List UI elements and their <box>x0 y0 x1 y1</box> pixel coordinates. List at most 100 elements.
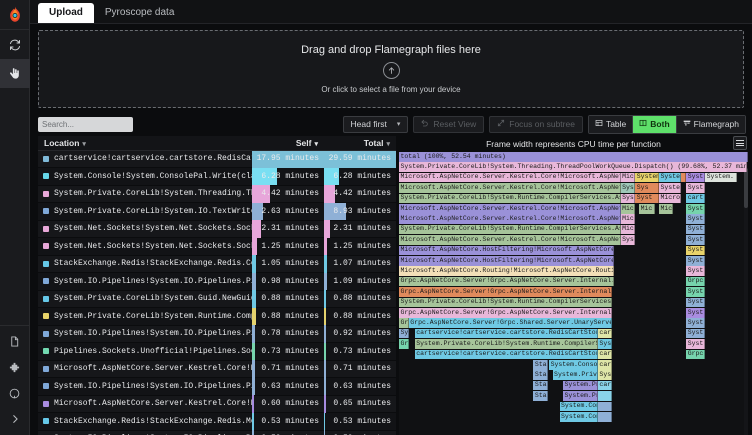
flamegraph-frame[interactable]: Grpc.AspNetCore.Server!Grpc.AspNetCore.S… <box>399 276 614 287</box>
flamegraph-frame[interactable]: Sys <box>620 193 636 204</box>
flamegraph-frame[interactable]: Microsoft.AspNetCore.HostFiltering!Micro… <box>399 245 614 256</box>
flamegraph-frame[interactable]: Syst <box>686 214 706 224</box>
hamburger-menu-icon[interactable] <box>733 136 747 150</box>
flamegraph-frame[interactable]: Grpc <box>686 276 706 287</box>
table-row[interactable]: System.Net.Sockets!System.Net.Sockets.So… <box>38 220 396 239</box>
flamegraph-scrollbar-thumb[interactable] <box>744 168 748 208</box>
flamegraph-frame[interactable]: Microsoft.AspNetCore.Routing!Microsoft.A… <box>399 266 614 276</box>
flamegraph-frame[interactable]: car <box>597 360 612 370</box>
flamegraph-frame[interactable]: Syst <box>686 266 706 276</box>
search-input[interactable] <box>38 116 133 132</box>
table-row[interactable]: System.Private.CoreLib!System.Runtime.Co… <box>38 307 396 326</box>
flamegraph-frame[interactable]: cart <box>686 193 706 204</box>
flamegraph-scrollbar[interactable] <box>744 168 748 435</box>
flamegraph-frame[interactable]: Mic <box>639 204 655 214</box>
flamegraph-frame[interactable]: Grpc <box>399 339 409 349</box>
table-row[interactable]: System.Net.Sockets!System.Net.Sockets.So… <box>38 237 396 256</box>
focus-on-subtree-button[interactable]: Focus on subtree <box>489 115 583 133</box>
flamegraph-frame[interactable]: Microsoft.AspNetCore.Server.Kestrel.Core… <box>399 183 621 193</box>
sidebar-expand-toggle[interactable] <box>0 406 30 432</box>
flamegraph-frame[interactable]: Sys <box>597 339 612 349</box>
view-mode-table[interactable]: Table <box>588 115 634 133</box>
flamegraph-frame[interactable]: Mic <box>620 224 636 235</box>
table-row[interactable]: cartservice!cartservice.cartstore.RedisC… <box>38 150 396 169</box>
flamegraph-frame[interactable]: car <box>597 328 612 339</box>
flamegraph-frame[interactable]: Microsoft.AspNetCore.Server.Kestrel.Core… <box>399 214 621 224</box>
flamegraph-frame[interactable]: Sta <box>533 380 549 391</box>
view-mode-both[interactable]: Both <box>633 115 677 133</box>
sidebar-item-grafana-plugin[interactable] <box>0 354 30 380</box>
column-header-self[interactable]: Self ▾ <box>252 138 324 148</box>
flamegraph-frame[interactable]: Syst <box>686 308 706 318</box>
table-body[interactable]: cartservice!cartservice.cartstore.RedisC… <box>38 150 396 435</box>
table-row[interactable]: System.IO.Pipelines!System.IO.Pipelines.… <box>38 377 396 396</box>
flamegraph-frame[interactable]: Syst <box>686 256 706 266</box>
file-dropzone[interactable]: Drag and drop Flamegraph files here Or c… <box>38 30 744 108</box>
table-row[interactable]: StackExchange.Redis!StackExchange.Redis.… <box>38 255 396 274</box>
flamegraph-frame[interactable]: System.Console <box>549 360 598 370</box>
flamegraph-frame[interactable]: Syst <box>686 339 706 349</box>
table-row[interactable]: System.IO.Pipelines!System.IO.Pipelines.… <box>38 325 396 344</box>
flamegraph-frame[interactable]: Syst <box>686 318 706 328</box>
flamegraph-frame[interactable]: Grpc.AspNetCore.Server!Grpc.AspNetCore.S… <box>399 287 612 297</box>
flamegraph-frame[interactable]: Syst <box>686 224 706 235</box>
sidebar-item-docs[interactable] <box>0 328 30 354</box>
table-row[interactable]: System.IO.Pipelines!System.IO.Pipelines.… <box>38 272 396 291</box>
flamegraph-frame[interactable]: Microsoft.AspNetCore.Server.Kestrel.Core… <box>399 172 621 183</box>
flamegraph-frame[interactable]: Mic <box>620 172 636 183</box>
table-row[interactable]: System.Console!System.ConsolePal.Write(c… <box>38 167 396 186</box>
flamegraph-frame[interactable]: Syste <box>659 183 681 193</box>
flamegraph-canvas[interactable]: total (100%, 52.54 minutes) System.Privat… <box>399 152 748 435</box>
column-header-total[interactable]: Total ▾ <box>324 138 396 148</box>
flamegraph-frame[interactable]: Grpc.AspNetCore.Server!Grpc.AspNetCore.S… <box>399 308 612 318</box>
flamegraph-frame[interactable]: System.Private.CoreLib!System.Threading.… <box>399 162 747 172</box>
flamegraph-frame[interactable]: System.Private.CoreLib!System.Runtime.Co… <box>399 193 621 204</box>
flamegraph-frame[interactable]: System.Pri <box>563 380 598 391</box>
flamegraph-frame[interactable] <box>597 391 612 401</box>
flamegraph-frame[interactable]: Mic <box>659 204 673 214</box>
flamegraph-frame[interactable]: Grp <box>399 318 409 328</box>
table-row[interactable]: Pipelines.Sockets.Unofficial!Pipelines.S… <box>38 342 396 361</box>
flamegraph-frame[interactable]: Syst <box>686 183 706 193</box>
flamegraph-frame[interactable]: Grpc <box>686 349 706 360</box>
sidebar-item-github[interactable] <box>0 380 30 406</box>
tab-upload[interactable]: Upload <box>38 3 94 23</box>
flamegraph-frame[interactable]: Syste <box>659 172 681 183</box>
flamegraph-frame[interactable]: Syst <box>686 172 706 183</box>
table-row[interactable]: System.Private.CoreLib!System.Guid.NewGu… <box>38 290 396 309</box>
flamegraph-frame[interactable]: System.Private.CoreLib!System.Runtime.Co… <box>399 224 621 235</box>
flamegraph-frame[interactable]: Microsoft.AspNetCore.Server.Kestrel.Core… <box>399 235 621 245</box>
flamegraph-frame[interactable]: Sys <box>635 183 659 193</box>
flamegraph-frame[interactable]: Sys <box>399 328 409 339</box>
flamegraph-frame[interactable]: Syst <box>686 297 706 308</box>
flamegraph-frame[interactable]: System.Private.CoreLib!System.Runtime.Co… <box>399 297 612 308</box>
table-row[interactable]: System.Private.CoreLib!System.Threading.… <box>38 185 396 204</box>
flamegraph-frame[interactable]: Microsoft.AspNetCore.HostFiltering!Micro… <box>399 256 614 266</box>
flamegraph-frame[interactable]: Grpc.AspNetCore.Server!Grpc.Shared.Serve… <box>408 318 612 328</box>
column-header-location[interactable]: Location ▾ <box>38 138 252 148</box>
table-row[interactable]: Microsoft.AspNetCore.Server.Kestrel.Core… <box>38 360 396 379</box>
flamegraph-frame[interactable] <box>597 412 612 422</box>
flamegraph-frame[interactable]: System.Private <box>552 370 598 380</box>
table-row[interactable]: System.Private.CoreLib!System.IO.TextWri… <box>38 202 396 221</box>
flamegraph-frame[interactable]: Syst <box>686 245 706 256</box>
flamegraph-frame[interactable]: Mic <box>620 214 636 224</box>
tab-pyroscope-data[interactable]: Pyroscope data <box>104 7 175 18</box>
flamegraph-frame[interactable]: System.Private.CoreLib!System.Runtime.Co… <box>414 339 598 349</box>
flamegraph-frame[interactable]: total (100%, 52.54 minutes) <box>399 152 748 162</box>
flamegraph-frame[interactable]: Micro <box>659 193 681 204</box>
flamegraph-frame[interactable]: cartservice!cartservice.cartstore.RedisC… <box>414 349 598 360</box>
flamegraph-frame[interactable]: Sta <box>533 370 549 380</box>
flamegraph-frame[interactable]: Sys <box>620 183 636 193</box>
flamegraph-frame[interactable]: System.Con <box>559 412 598 422</box>
flamegraph-frame[interactable] <box>680 172 687 183</box>
flamegraph-frame[interactable]: car <box>597 380 612 391</box>
flamegraph-frame[interactable]: Sys <box>597 370 612 380</box>
flamegraph-frame[interactable]: Mic <box>620 204 636 214</box>
flamegraph-frame[interactable]: Syst <box>686 235 706 245</box>
sidebar-item-pointer[interactable] <box>0 59 30 88</box>
pyroscope-flame-logo[interactable] <box>0 0 30 30</box>
flamegraph-frame[interactable]: Microsoft.AspNetCore.Server.Kestrel.Core… <box>399 204 621 214</box>
flamegraph-frame[interactable]: cartservice!cartservice.cartstore.RedisC… <box>414 328 598 339</box>
table-row[interactable]: Microsoft.AspNetCore.Server.Kestrel.Core… <box>38 395 396 414</box>
